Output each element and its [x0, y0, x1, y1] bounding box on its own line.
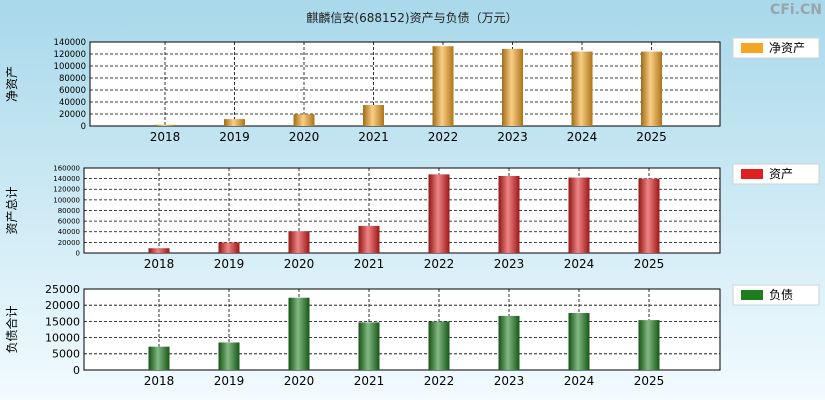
chart-panel-equity: 0 20000 40000 60000 80000 100000 120000 140000 2…: [5, 37, 820, 144]
legend-label: 净资产: [769, 41, 805, 55]
bar-assets-2019: [218, 242, 240, 253]
y-tick-label: 120000: [53, 186, 80, 194]
x-tick-label: 2022: [424, 374, 455, 388]
bar-equity-2023: [502, 48, 523, 126]
y-tick-label: 140000: [53, 175, 80, 183]
y-tick-label: 80000: [58, 207, 80, 215]
y-tick-label: 60000: [59, 86, 86, 96]
x-tick-label: 2023: [494, 257, 525, 271]
legend-label: 资产: [769, 167, 793, 181]
bar-liabilities-2021: [358, 322, 380, 370]
x-tick-label: 2021: [358, 130, 389, 144]
y-tick-label: 0: [81, 122, 86, 132]
x-tick-label: 2022: [428, 130, 459, 144]
x-tick-label: 2024: [564, 374, 595, 388]
legend-swatch: [741, 43, 763, 53]
bar-liabilities-2023: [498, 315, 520, 370]
legend-assets: 资产: [732, 163, 820, 185]
bar-assets-2021: [358, 225, 380, 253]
bar-liabilities-2018: [148, 346, 170, 370]
y-tick-label: 10000: [45, 331, 80, 344]
y-tick-label: 0: [76, 249, 80, 257]
y-axis-title: 净资产: [5, 66, 19, 102]
plot-area: [89, 41, 721, 127]
x-tick-label: 2025: [634, 374, 665, 388]
bar-liabilities-2024: [568, 312, 590, 370]
plot-area: [83, 288, 721, 371]
y-tick-label: 15000: [45, 315, 80, 328]
x-tick-label: 2018: [150, 130, 181, 144]
watermark: CFi.CN: [770, 2, 822, 18]
x-tick-label: 2024: [567, 130, 598, 144]
x-tick-label: 2021: [354, 257, 385, 271]
x-tick-label: 2025: [634, 257, 665, 271]
y-tick-label: 40000: [58, 228, 80, 236]
y-tick-label: 20000: [59, 110, 86, 120]
y-tick-label: 40000: [59, 98, 86, 108]
x-tick-label: 2021: [354, 374, 385, 388]
bar-equity-2018: [154, 124, 176, 126]
bar-assets-2023: [498, 175, 520, 253]
x-tick-label: 2018: [144, 257, 175, 271]
legend-label: 负债: [769, 288, 793, 302]
bar-liabilities-2022: [428, 321, 450, 370]
bar-liabilities-2019: [218, 342, 240, 370]
x-tick-label: 2018: [144, 374, 175, 388]
x-tick-label: 2023: [497, 130, 528, 144]
bar-equity-2022: [432, 46, 454, 127]
bar-assets-2018: [148, 248, 170, 253]
bar-equity-2025: [641, 51, 662, 126]
legend-liabilities: 负债: [732, 284, 820, 306]
bar-equity-2021: [363, 105, 384, 126]
x-tick-label: 2020: [284, 374, 315, 388]
x-tick-label: 2020: [284, 257, 315, 271]
bar-equity-2020: [293, 114, 315, 126]
y-tick-label: 100000: [53, 196, 80, 204]
legend-swatch: [741, 290, 763, 300]
y-tick-label: 0: [73, 364, 80, 377]
x-tick-label: 2019: [219, 130, 250, 144]
bar-liabilities-2020: [288, 297, 310, 370]
x-tick-label: 2019: [214, 257, 245, 271]
y-tick-label: 20000: [58, 239, 80, 247]
x-tick-label: 2024: [564, 257, 595, 271]
chart-panel-liabilities: 0 5000 10000 15000 20000 25000 2018 2019 2020 202…: [4, 283, 820, 388]
x-tick-label: 2019: [214, 374, 245, 388]
chart-panel-assets: 0 20000 40000 60000 80000 100000 120000 140000 1…: [5, 163, 820, 271]
y-tick-label: 5000: [52, 348, 80, 361]
y-tick-label: 160000: [53, 164, 80, 172]
bar-equity-2024: [571, 51, 593, 126]
y-tick-label: 120000: [54, 50, 86, 60]
bar-assets-2025: [638, 178, 660, 253]
x-tick-label: 2025: [636, 130, 667, 144]
x-tick-label: 2023: [494, 374, 525, 388]
y-tick-label: 140000: [54, 38, 86, 48]
bar-liabilities-2025: [638, 320, 660, 370]
y-tick-label: 100000: [54, 62, 86, 72]
y-axis-title: 负债合计: [4, 305, 19, 353]
bar-equity-2019: [224, 119, 245, 126]
y-tick-label: 80000: [59, 74, 86, 84]
legend-swatch: [741, 169, 763, 179]
y-tick-label: 60000: [58, 218, 80, 226]
x-tick-label: 2020: [289, 130, 320, 144]
bar-assets-2022: [428, 174, 450, 253]
chart-title: 麒麟信安(688152)资产与负债（万元）: [306, 10, 517, 25]
bar-assets-2024: [568, 177, 590, 253]
legend-equity: 净资产: [732, 37, 820, 59]
y-tick-label: 20000: [45, 299, 80, 312]
bar-assets-2020: [288, 231, 310, 253]
x-tick-label: 2022: [424, 257, 455, 271]
y-tick-label: 25000: [45, 283, 80, 296]
y-axis-title: 资产总计: [5, 186, 19, 234]
